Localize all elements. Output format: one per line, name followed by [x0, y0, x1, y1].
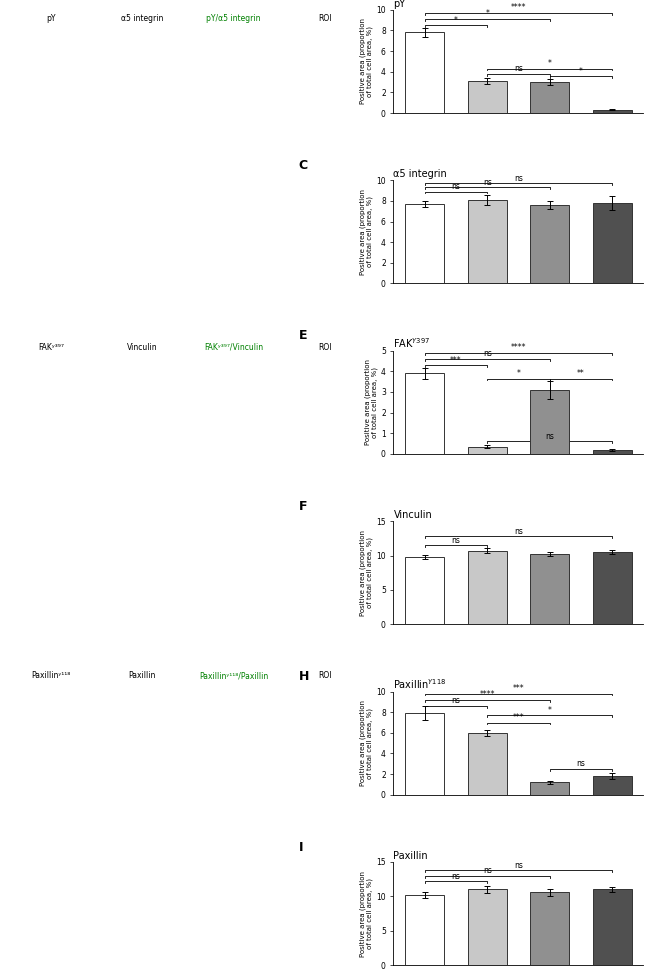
Text: E: E	[298, 330, 307, 342]
Text: ****: ****	[511, 343, 526, 352]
Text: H: H	[298, 670, 309, 683]
Text: ns: ns	[545, 432, 554, 441]
Text: Paxillin: Paxillin	[129, 671, 156, 681]
Bar	[406, 204, 444, 284]
Bar	[468, 733, 506, 795]
Text: ***: ***	[450, 356, 462, 365]
Text: Paxillinʸ¹¹⁸: Paxillinʸ¹¹⁸	[31, 671, 70, 681]
Bar	[593, 203, 632, 284]
Bar	[468, 551, 506, 624]
Text: Paxillinʸ¹¹⁸/Paxillin: Paxillinʸ¹¹⁸/Paxillin	[199, 671, 268, 681]
Text: ROI: ROI	[318, 15, 332, 23]
Y-axis label: Positive area (proportion
of total cell area, %): Positive area (proportion of total cell …	[359, 189, 374, 275]
Bar	[406, 557, 444, 624]
Bar	[530, 390, 569, 454]
Bar	[593, 552, 632, 624]
Text: pY: pY	[46, 15, 55, 23]
Text: Vinculin: Vinculin	[127, 343, 157, 352]
Text: ns: ns	[514, 861, 523, 870]
Text: *: *	[517, 369, 521, 378]
Text: B: B	[298, 0, 308, 2]
Bar	[530, 892, 569, 965]
Text: FAK$^{Y397}$: FAK$^{Y397}$	[393, 336, 431, 350]
Bar	[406, 32, 444, 113]
Text: α5 integrin: α5 integrin	[393, 170, 447, 179]
Text: α5 integrin: α5 integrin	[121, 15, 163, 23]
Bar	[530, 554, 569, 624]
Text: ns: ns	[452, 872, 460, 880]
Text: *: *	[579, 67, 583, 76]
Text: ns: ns	[483, 349, 491, 359]
Bar	[468, 889, 506, 965]
Text: Paxillin$^{Y118}$: Paxillin$^{Y118}$	[393, 677, 447, 690]
Y-axis label: Positive area (proportion
of total cell area, %): Positive area (proportion of total cell …	[359, 529, 374, 616]
Bar	[468, 447, 506, 454]
Text: ns: ns	[483, 866, 491, 876]
Text: ns: ns	[452, 696, 460, 706]
Text: ns: ns	[452, 182, 460, 191]
Bar	[468, 81, 506, 113]
Text: ns: ns	[577, 760, 586, 768]
Text: ns: ns	[483, 177, 491, 187]
Y-axis label: Positive area (proportion
of total cell area, %): Positive area (proportion of total cell …	[359, 19, 374, 104]
Bar	[468, 200, 506, 284]
Bar	[530, 82, 569, 113]
Bar	[406, 713, 444, 795]
Text: ****: ****	[480, 690, 495, 699]
Text: *: *	[548, 59, 552, 68]
Text: *: *	[454, 16, 458, 24]
Bar	[530, 205, 569, 284]
Y-axis label: Positive area (proportion
of total cell area, %): Positive area (proportion of total cell …	[359, 700, 374, 786]
Text: ****: ****	[511, 3, 526, 13]
Bar	[593, 776, 632, 795]
Text: Paxillin: Paxillin	[393, 851, 428, 861]
Text: F: F	[298, 500, 307, 513]
Text: I: I	[298, 840, 303, 854]
Bar	[593, 110, 632, 113]
Text: ***: ***	[513, 684, 525, 693]
Bar	[593, 450, 632, 454]
Bar	[593, 889, 632, 965]
Text: ROI: ROI	[318, 671, 332, 681]
Text: C: C	[298, 159, 307, 172]
Text: pY: pY	[393, 0, 406, 9]
Text: ns: ns	[514, 64, 523, 73]
Text: **: **	[577, 369, 585, 378]
Text: FAKʸ³⁹⁷: FAKʸ³⁹⁷	[38, 343, 64, 352]
Text: ns: ns	[514, 174, 523, 182]
Bar	[406, 895, 444, 965]
Text: pY/α5 integrin: pY/α5 integrin	[206, 15, 261, 23]
Text: *: *	[486, 10, 489, 19]
Text: *: *	[548, 706, 552, 715]
Text: ns: ns	[514, 526, 523, 535]
Text: FAKʸ³⁹⁷/Vinculin: FAKʸ³⁹⁷/Vinculin	[204, 343, 263, 352]
Y-axis label: Positive area (proportion
of total cell area, %): Positive area (proportion of total cell …	[359, 871, 374, 956]
Bar	[530, 782, 569, 795]
Text: ROI: ROI	[318, 343, 332, 352]
Text: Vinculin: Vinculin	[393, 510, 432, 521]
Bar	[406, 373, 444, 454]
Text: ns: ns	[452, 535, 460, 545]
Text: ***: ***	[513, 713, 525, 722]
Y-axis label: Positive area (proportion
of total cell area, %): Positive area (proportion of total cell …	[364, 359, 378, 446]
